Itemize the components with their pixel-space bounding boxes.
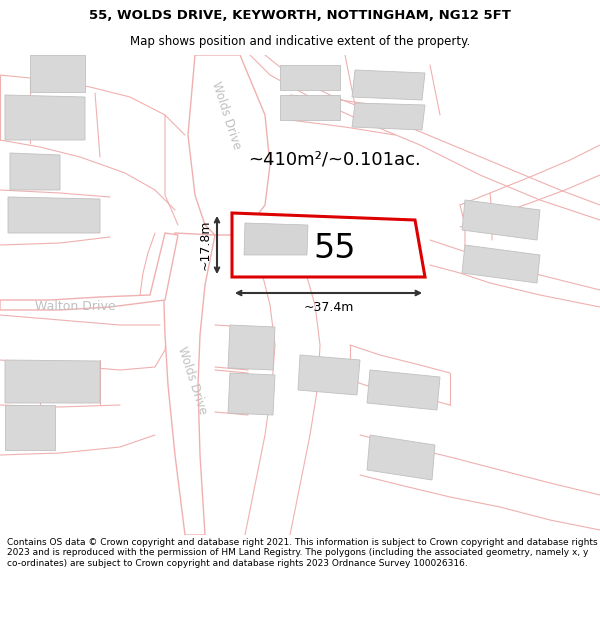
Text: Wolds Drive: Wolds Drive (175, 344, 209, 416)
Polygon shape (188, 55, 270, 235)
Text: Contains OS data © Crown copyright and database right 2021. This information is : Contains OS data © Crown copyright and d… (7, 538, 598, 568)
Polygon shape (232, 213, 425, 277)
Polygon shape (5, 360, 100, 403)
Text: Walton Drive: Walton Drive (35, 301, 115, 314)
Polygon shape (8, 197, 100, 233)
Polygon shape (462, 245, 540, 283)
Polygon shape (367, 370, 440, 410)
Text: 55: 55 (314, 232, 356, 266)
Polygon shape (0, 233, 178, 310)
Polygon shape (30, 55, 85, 92)
Text: Map shows position and indicative extent of the property.: Map shows position and indicative extent… (130, 35, 470, 48)
Polygon shape (228, 325, 275, 370)
Polygon shape (352, 70, 425, 100)
Polygon shape (244, 223, 308, 255)
Polygon shape (163, 233, 215, 535)
Polygon shape (298, 355, 360, 395)
Text: Wolds Drive: Wolds Drive (209, 79, 243, 151)
Text: ~37.4m: ~37.4m (304, 301, 353, 314)
Text: ~17.8m: ~17.8m (199, 220, 212, 270)
Polygon shape (280, 65, 340, 90)
Polygon shape (352, 103, 425, 130)
Polygon shape (10, 153, 60, 190)
Text: 55, WOLDS DRIVE, KEYWORTH, NOTTINGHAM, NG12 5FT: 55, WOLDS DRIVE, KEYWORTH, NOTTINGHAM, N… (89, 9, 511, 22)
Polygon shape (5, 405, 55, 450)
Text: ~410m²/~0.101ac.: ~410m²/~0.101ac. (248, 151, 421, 169)
Polygon shape (367, 435, 435, 480)
Polygon shape (280, 95, 340, 120)
Polygon shape (462, 200, 540, 240)
Polygon shape (228, 373, 275, 415)
Polygon shape (5, 95, 85, 140)
